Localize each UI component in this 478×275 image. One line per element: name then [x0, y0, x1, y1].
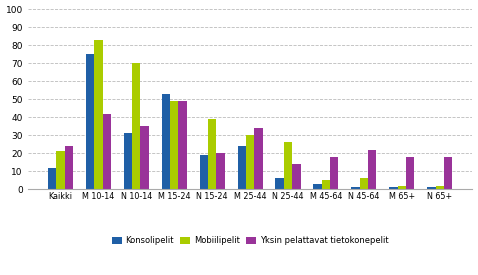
Legend: Konsolipelit, Mobiilipelit, Yksin pelattavat tietokonepelit: Konsolipelit, Mobiilipelit, Yksin pelatt…	[109, 233, 391, 249]
Bar	[322, 180, 330, 189]
Bar	[444, 157, 452, 189]
Bar	[94, 40, 102, 189]
Bar	[359, 178, 368, 189]
Bar	[217, 153, 225, 189]
Bar	[141, 126, 149, 189]
Bar	[162, 94, 170, 189]
Bar	[368, 150, 376, 189]
Bar	[238, 146, 246, 189]
Bar	[48, 168, 56, 189]
Bar	[406, 157, 414, 189]
Bar	[56, 152, 65, 189]
Bar	[292, 164, 301, 189]
Bar	[170, 101, 178, 189]
Bar	[102, 114, 111, 189]
Bar	[351, 188, 359, 189]
Bar	[435, 186, 444, 189]
Bar	[246, 135, 254, 189]
Bar	[284, 142, 292, 189]
Bar	[254, 128, 262, 189]
Bar	[427, 188, 435, 189]
Bar	[124, 133, 132, 189]
Bar	[398, 186, 406, 189]
Bar	[132, 63, 141, 189]
Bar	[208, 119, 217, 189]
Bar	[86, 54, 94, 189]
Bar	[275, 178, 284, 189]
Bar	[200, 155, 208, 189]
Bar	[65, 146, 73, 189]
Bar	[389, 188, 398, 189]
Bar	[178, 101, 187, 189]
Bar	[330, 157, 338, 189]
Bar	[314, 184, 322, 189]
